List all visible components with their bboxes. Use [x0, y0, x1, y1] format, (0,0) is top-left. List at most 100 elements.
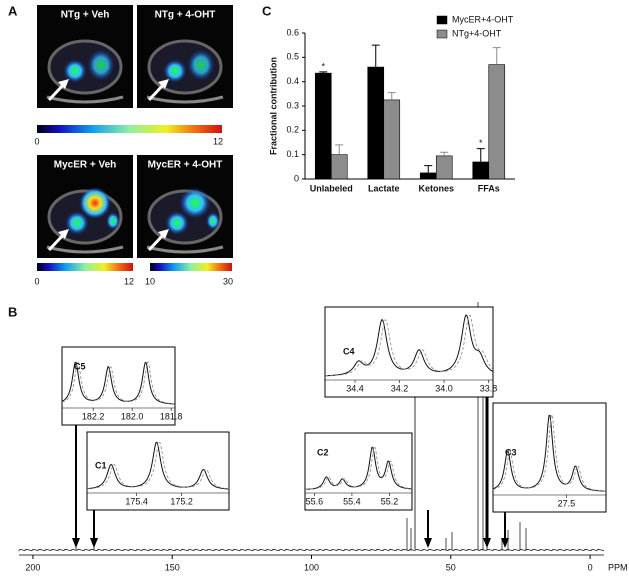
colorbar-label: 30	[223, 276, 233, 286]
y-axis-label: Fractional contribution	[268, 57, 278, 155]
bar	[383, 99, 401, 180]
colorbar-label: 10	[145, 276, 155, 286]
heart-signal	[163, 59, 187, 83]
panel-c: 0 0.1 0.2 0.3 0.4 0.5 0.6 Fractional contributi…	[268, 14, 515, 193]
inset-trace	[61, 361, 176, 405]
arrowhead	[424, 538, 432, 548]
error-bar	[476, 148, 485, 162]
inset-tick-label: 34.2	[391, 383, 409, 393]
y-tick-label: 0.1	[286, 149, 299, 159]
inset-trace	[61, 360, 176, 405]
signal	[79, 187, 111, 219]
table	[146, 95, 224, 104]
x-tick-label: Unlabeled	[310, 183, 353, 193]
inset: 55.6 55.4 55.2 C2	[304, 432, 413, 511]
image-title: MycER + Veh	[54, 160, 117, 171]
signal	[187, 49, 215, 81]
legend-label: NTg+4-OHT	[452, 28, 502, 38]
y-tick-label: 0.6	[286, 27, 299, 37]
bar	[367, 66, 385, 180]
bar	[472, 161, 490, 180]
inset-frame	[324, 306, 494, 398]
y-tick-label: 0	[294, 173, 299, 183]
x-tick-label: FFAs	[478, 183, 500, 193]
inset-frame	[61, 346, 176, 426]
signal	[87, 49, 115, 81]
table	[46, 95, 124, 104]
inset-tick-label: 34.4	[346, 383, 364, 393]
colorbar	[37, 263, 133, 271]
table	[146, 245, 224, 254]
y-tick-label: 0.3	[286, 100, 299, 110]
bar	[419, 172, 437, 180]
bar	[488, 64, 506, 180]
inset-label: C4	[343, 346, 355, 356]
inset-trace	[324, 314, 494, 377]
inset-tick-label: 181.8	[160, 411, 183, 421]
inset-trace	[492, 412, 607, 492]
heart-signal	[65, 211, 89, 235]
error-bar	[424, 165, 433, 173]
table	[46, 245, 124, 254]
arrowhead	[158, 229, 169, 239]
x-tick-label: Ketones	[418, 183, 454, 193]
inset-tick-label: 55.6	[306, 496, 324, 506]
legend-swatch	[436, 29, 448, 39]
inset-label: C5	[74, 361, 86, 371]
inset-tick-label: 55.4	[343, 496, 361, 506]
colorbar-label: 12	[124, 276, 134, 286]
panel-label: A	[8, 3, 18, 18]
colorbar	[150, 263, 232, 271]
error-bar	[492, 47, 501, 65]
error-bar	[440, 151, 449, 156]
x-tick-label: 100	[304, 562, 319, 572]
inset-label: C1	[95, 460, 107, 470]
legend-label: MycER+4-OHT	[452, 14, 514, 24]
inset-tick-label: 27.5	[558, 498, 576, 508]
x-tick-label: 200	[25, 562, 40, 572]
inset-tick-label: 175.2	[170, 496, 193, 506]
signal	[179, 187, 211, 219]
inset-tick-label: 34.0	[435, 383, 453, 393]
inset-tick-label: 33.8	[480, 383, 498, 393]
y-tick-label: 0.4	[286, 76, 299, 86]
heart-signal	[63, 59, 87, 83]
arrowhead	[72, 538, 80, 548]
inset: 34.4 34.2 34.0 33.8 C4	[324, 306, 498, 398]
arrowhead	[158, 79, 169, 89]
inset-trace	[304, 446, 413, 490]
inset-trace	[304, 446, 413, 490]
x-axis-label: PPM	[608, 562, 628, 572]
error-bar	[371, 44, 380, 68]
arrowhead	[58, 229, 69, 239]
arrowhead	[483, 538, 491, 548]
error-bar	[387, 92, 396, 100]
inset-tick-label: 55.2	[381, 496, 399, 506]
colorbar	[37, 125, 222, 133]
image-title: NTg + Veh	[61, 10, 110, 21]
colorbar-label: 0	[34, 276, 39, 286]
inset-tick-label: 182.0	[121, 411, 144, 421]
error-bar	[335, 144, 344, 155]
error-bar	[319, 71, 328, 74]
arrowhead	[501, 538, 509, 548]
signal	[206, 212, 220, 230]
inset-trace	[86, 441, 230, 490]
image-title: MycER + 4-OHT	[148, 160, 223, 171]
inset-label: C3	[505, 447, 517, 457]
inset-label: C2	[317, 447, 329, 457]
x-tick-label: 50	[446, 562, 456, 572]
inset-frame	[304, 432, 413, 511]
x-tick-label: 150	[165, 562, 180, 572]
arrowhead	[90, 538, 98, 548]
inset: 27.5 C3	[492, 402, 607, 513]
inset-tick-label: 175.4	[125, 496, 148, 506]
colorbar-label: 0	[34, 136, 39, 146]
inset: 175.4 175.2 C1	[86, 431, 230, 511]
annotation: *	[479, 138, 483, 148]
bar	[435, 155, 453, 180]
y-tick-label: 0.5	[286, 52, 299, 62]
